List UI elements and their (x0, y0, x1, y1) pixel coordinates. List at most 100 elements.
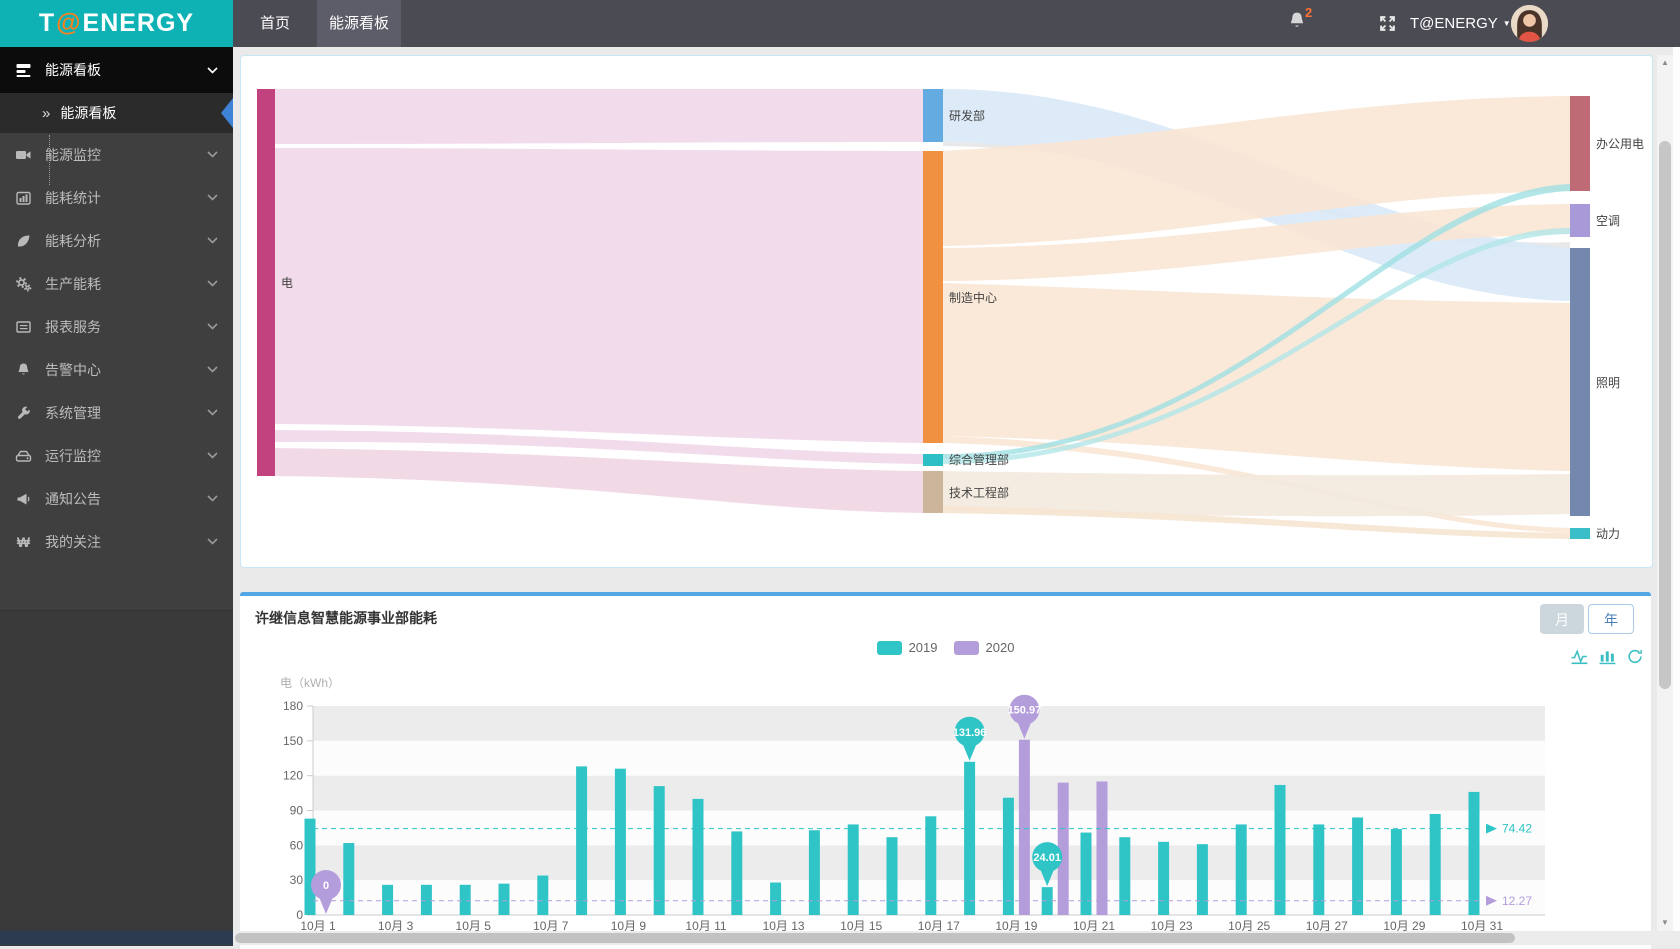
sidebar-item-alarm-center[interactable]: 告警中心 (0, 348, 233, 391)
tab-energy-board[interactable]: 能源看板 (317, 0, 401, 47)
legend-item-2020[interactable]: 2020 (953, 640, 1014, 655)
sidebar-item-energy-board[interactable]: 能源看板 (0, 47, 233, 93)
bar-2019[interactable] (1080, 832, 1092, 915)
sidebar-item-energy-analysis[interactable]: 能耗分析 (0, 219, 233, 262)
cogs-icon (14, 276, 33, 292)
scroll-down-arrow[interactable]: ▼ (1661, 918, 1669, 927)
fullscreen-button[interactable] (1378, 14, 1397, 36)
bar-2019[interactable] (1429, 813, 1441, 915)
sankey-nodes (257, 89, 1590, 539)
bar-2019[interactable] (1041, 887, 1053, 915)
sankey-node-manufacturing-center[interactable] (923, 151, 943, 443)
bar-2019[interactable] (964, 761, 976, 915)
y-axis-label: 150 (283, 734, 303, 748)
notification-button[interactable]: 2 (1288, 5, 1318, 37)
bar-2019[interactable] (614, 768, 626, 915)
x-axis-label: 10月 19 (995, 919, 1037, 933)
horizontal-scrollbar[interactable] (0, 931, 1680, 945)
chevron-down-icon (207, 237, 218, 244)
marker-balloon-2020 (311, 870, 341, 900)
sankey-node-lighting[interactable] (1570, 248, 1590, 516)
chevron-down-icon (207, 452, 218, 459)
bar-2019[interactable] (1196, 844, 1208, 915)
bar-2019[interactable] (1274, 784, 1286, 915)
bar-2019[interactable] (537, 875, 549, 915)
y-axis-label: 90 (290, 804, 304, 818)
bar-2019[interactable] (1468, 791, 1480, 915)
sidebar-item-label: 告警中心 (45, 361, 101, 378)
sidebar-item-notice[interactable]: 通知公告 (0, 477, 233, 520)
x-axis-label: 10月 21 (1073, 919, 1115, 933)
bar-2020[interactable] (1096, 781, 1108, 915)
bar-2019[interactable] (382, 884, 394, 915)
marker-value-label: 0 (323, 880, 329, 892)
bar-2020[interactable] (1057, 782, 1069, 915)
tab-home[interactable]: 首页 (259, 15, 290, 32)
x-axis-label: 10月 3 (378, 919, 414, 933)
bar-2019[interactable] (1235, 824, 1247, 915)
month-toggle-button[interactable]: 月 (1540, 604, 1584, 634)
sankey-node-tech-engineering-dept[interactable] (923, 471, 943, 513)
bar-chart-icon[interactable] (1598, 648, 1617, 665)
bar-2020[interactable] (1018, 739, 1030, 915)
sankey-node-air-conditioning[interactable] (1570, 204, 1590, 237)
vertical-scrollbar[interactable]: ▲ ▼ (1657, 55, 1673, 931)
x-axis-label: 10月 23 (1151, 919, 1193, 933)
bar-2019[interactable] (343, 843, 355, 915)
sidebar-item-energy-monitoring[interactable]: 能源监控 (0, 133, 233, 176)
sidebar-item-my-follows[interactable]: ₩ 我的关注 (0, 520, 233, 563)
sidebar-item-label: 能源看板 (45, 62, 101, 78)
top-bar: T @ ENERGY 首页 能源看板 2 T@ENERGY ▼ (0, 0, 1680, 47)
sidebar-item-production-energy[interactable]: 生产能耗 (0, 262, 233, 305)
energy-flow-sankey: 电 研发部 制造中心 综合管理部 技术工程部 办公用电 空调 照明 动力 (257, 89, 1644, 541)
bar-2019[interactable] (925, 816, 937, 915)
bar-2019[interactable] (808, 830, 820, 915)
bar-2019[interactable] (1158, 841, 1170, 915)
bar-2019[interactable] (304, 818, 316, 915)
horizontal-scrollbar-thumb[interactable] (235, 933, 1515, 943)
bar-2019[interactable] (498, 883, 510, 915)
bar-2019[interactable] (1002, 797, 1014, 915)
vertical-scrollbar-thumb[interactable] (1659, 141, 1671, 689)
bar-2019[interactable] (886, 837, 898, 915)
bell-icon (14, 362, 33, 378)
sidebar-footer-area (0, 610, 233, 946)
avatar[interactable] (1511, 5, 1548, 42)
legend-item-2019[interactable]: 2019 (876, 640, 938, 655)
bar-2019[interactable] (1119, 837, 1131, 915)
refresh-icon[interactable] (1626, 648, 1644, 665)
user-menu[interactable]: T@ENERGY ▼ (1410, 0, 1511, 47)
legend-swatch-2020 (953, 640, 979, 655)
plot-band (313, 740, 1545, 776)
bar-2019[interactable] (1313, 824, 1325, 915)
sankey-node-electricity[interactable] (257, 89, 275, 476)
bar-2019[interactable] (459, 884, 471, 915)
bar-2019[interactable] (731, 831, 743, 915)
bar-2019[interactable] (576, 766, 588, 915)
energy-bar-chart: 0 30 60 90 120 150 180 电（kWh） 10月 1 10月 3 10月 5 10月… (280, 676, 1545, 933)
sidebar-item-system-management[interactable]: 系统管理 (0, 391, 233, 434)
chart-legend: 2019 2020 (240, 640, 1651, 655)
sidebar: 能源看板 » 能源看板 能源监控 能耗统计 能耗分析 生产能耗 报表服务 告警中… (0, 47, 233, 946)
sankey-node-office-power[interactable] (1570, 96, 1590, 191)
year-toggle-button[interactable]: 年 (1588, 604, 1634, 634)
sidebar-item-energy-statistics[interactable]: 能耗统计 (0, 176, 233, 219)
line-chart-icon[interactable] (1570, 648, 1589, 665)
bar-2019[interactable] (770, 882, 782, 915)
sidebar-item-operation-monitoring[interactable]: 运行监控 (0, 434, 233, 477)
bar-2019[interactable] (653, 786, 665, 915)
bar-2019[interactable] (1390, 829, 1402, 915)
sankey-node-power[interactable] (1570, 528, 1590, 539)
sidebar-item-report-service[interactable]: 报表服务 (0, 305, 233, 348)
sidebar-item-label: 能源监控 (45, 146, 101, 163)
sankey-node-rd-dept[interactable] (923, 89, 943, 142)
bar-2019[interactable] (1352, 817, 1364, 915)
sidebar-item-label: 能耗分析 (45, 232, 101, 249)
horizontal-scrollbar-track[interactable] (233, 931, 1680, 945)
bar-2019[interactable] (692, 798, 704, 915)
bar-2019[interactable] (420, 884, 432, 915)
bar-2019[interactable] (847, 824, 859, 915)
sidebar-subitem-energy-board[interactable]: » 能源看板 (0, 93, 233, 133)
scroll-up-arrow[interactable]: ▲ (1661, 58, 1669, 67)
sankey-node-general-admin-dept[interactable] (923, 454, 943, 466)
